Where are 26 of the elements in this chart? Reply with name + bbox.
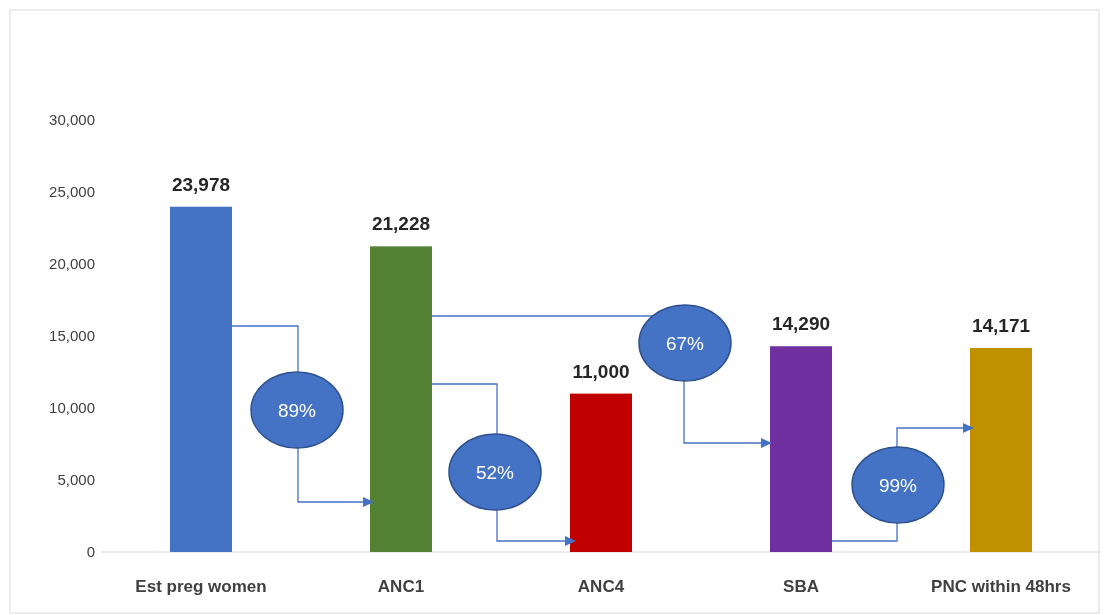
x-tick-label: Est preg women <box>135 577 267 596</box>
y-tick-label: 20,000 <box>49 255 95 273</box>
annotation: 99% <box>878 474 918 496</box>
x-tick-label: ANC1 <box>377 577 425 596</box>
data-label: 23,978 <box>171 173 231 195</box>
y-tick-label: 10,000 <box>49 399 95 417</box>
x-tick-label: SBA <box>783 577 819 596</box>
bar <box>970 347 1032 552</box>
data-label: 14,290 <box>771 313 831 335</box>
x-tick-label: ANC4 <box>577 577 625 596</box>
y-tick-label: 25,000 <box>49 183 95 201</box>
data-label: 11,000 <box>572 360 630 382</box>
annotation: 67% <box>665 332 705 354</box>
y-tick-label: 5,000 <box>57 471 95 489</box>
bar <box>170 206 232 552</box>
annotation: 52% <box>475 461 515 483</box>
y-tick-label: 30,000 <box>49 111 95 129</box>
x-tick-label: PNC within 48hrs <box>931 577 1071 596</box>
data-label: 21,228 <box>371 213 431 235</box>
bar <box>770 346 832 552</box>
data-label: 14,171 <box>971 314 1031 336</box>
y-tick-label: 0 <box>86 543 95 561</box>
y-tick-label: 15,000 <box>49 327 95 345</box>
bar <box>370 246 432 552</box>
annotation: 89% <box>277 399 317 421</box>
bar <box>570 393 632 552</box>
